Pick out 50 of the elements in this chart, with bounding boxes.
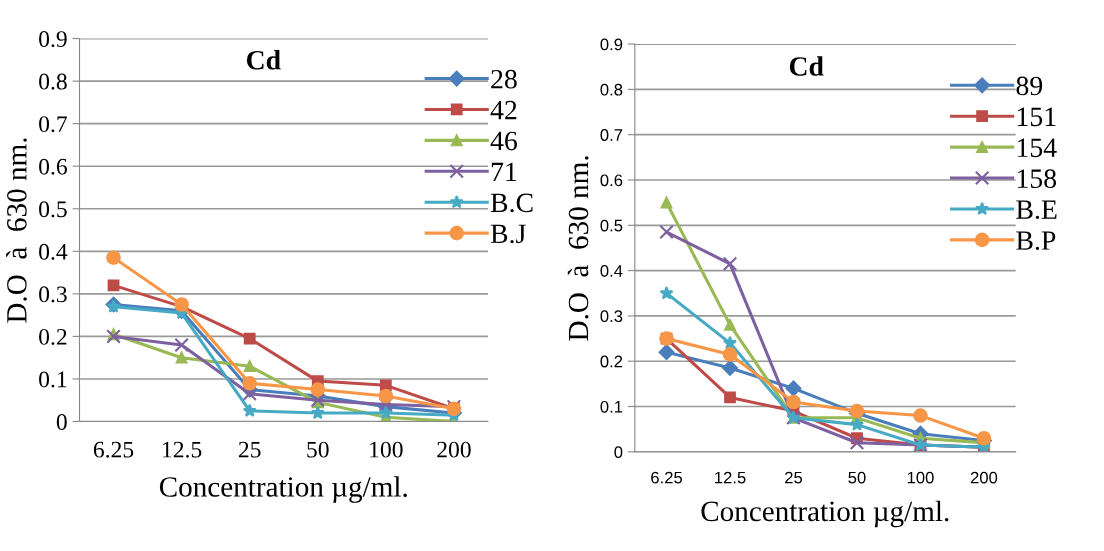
x-tick-label: 100	[370, 441, 403, 458]
y-tick-label: 0	[614, 446, 623, 459]
y-tick-label: 0.7	[39, 116, 67, 133]
y-axis-title: D.O à 630 nm.	[567, 156, 589, 341]
legend-label: 28	[491, 69, 517, 89]
y-tick-label: 0.4	[39, 243, 68, 260]
legend-label: B.E	[1016, 200, 1057, 220]
legend-label: 71	[491, 162, 517, 182]
chart-title: Cd	[246, 50, 281, 70]
x-tick-label: 6.25	[651, 471, 683, 484]
y-tick-label: 0.9	[39, 31, 67, 48]
y-tick-label: 0.1	[39, 371, 67, 388]
x-tick-label: 200	[970, 471, 998, 484]
x-tick-label: 25	[238, 441, 261, 458]
y-tick-label: 0.5	[39, 201, 67, 218]
y-tick-label: 0.6	[600, 174, 623, 187]
legend-label: B.C	[490, 193, 533, 213]
x-tick-label: 100	[907, 471, 934, 484]
legend-label: B.J	[490, 224, 526, 244]
x-tick-label: 50	[848, 471, 866, 484]
x-tick-label: 12.5	[715, 471, 746, 484]
y-tick-label: 0.1	[600, 400, 623, 413]
x-tick-label: 12.5	[163, 441, 202, 458]
legend-label: 46	[490, 131, 517, 151]
y-tick-label: 0.3	[600, 310, 623, 323]
y-tick-label: 0.8	[600, 83, 623, 96]
y-tick-label: 0.4	[600, 265, 623, 277]
legend-label: B.P	[1016, 231, 1056, 250]
legend-label: 42	[490, 100, 517, 120]
y-tick-label: 0	[56, 414, 67, 430]
x-axis-title: Concentration µg/ml.	[701, 500, 949, 528]
y-tick-label: 0.8	[39, 73, 67, 90]
y-tick-label: 0.6	[39, 158, 67, 175]
x-tick-label: 25	[785, 471, 803, 484]
y-tick-label: 0.3	[39, 286, 67, 303]
legend-label: 154	[1017, 138, 1057, 158]
y-axis-title: D.O à 630 nm.	[6, 138, 27, 323]
x-tick-label: 50	[307, 441, 329, 458]
legend-label: 89	[1016, 76, 1043, 96]
legend-label: 151	[1017, 107, 1056, 127]
y-tick-label: 0.5	[600, 219, 623, 232]
chart-title: Cd	[789, 56, 824, 76]
y-tick-label: 0.2	[600, 355, 623, 368]
x-tick-label: 6.25	[93, 441, 134, 458]
y-tick-label: 0.7	[600, 129, 623, 141]
legend-label: 158	[1017, 169, 1057, 189]
x-tick-label: 200	[437, 441, 471, 458]
y-tick-label: 0.9	[600, 38, 623, 51]
x-axis-title: Concentration µg/ml.	[159, 476, 407, 503]
y-tick-label: 0.2	[39, 328, 67, 345]
